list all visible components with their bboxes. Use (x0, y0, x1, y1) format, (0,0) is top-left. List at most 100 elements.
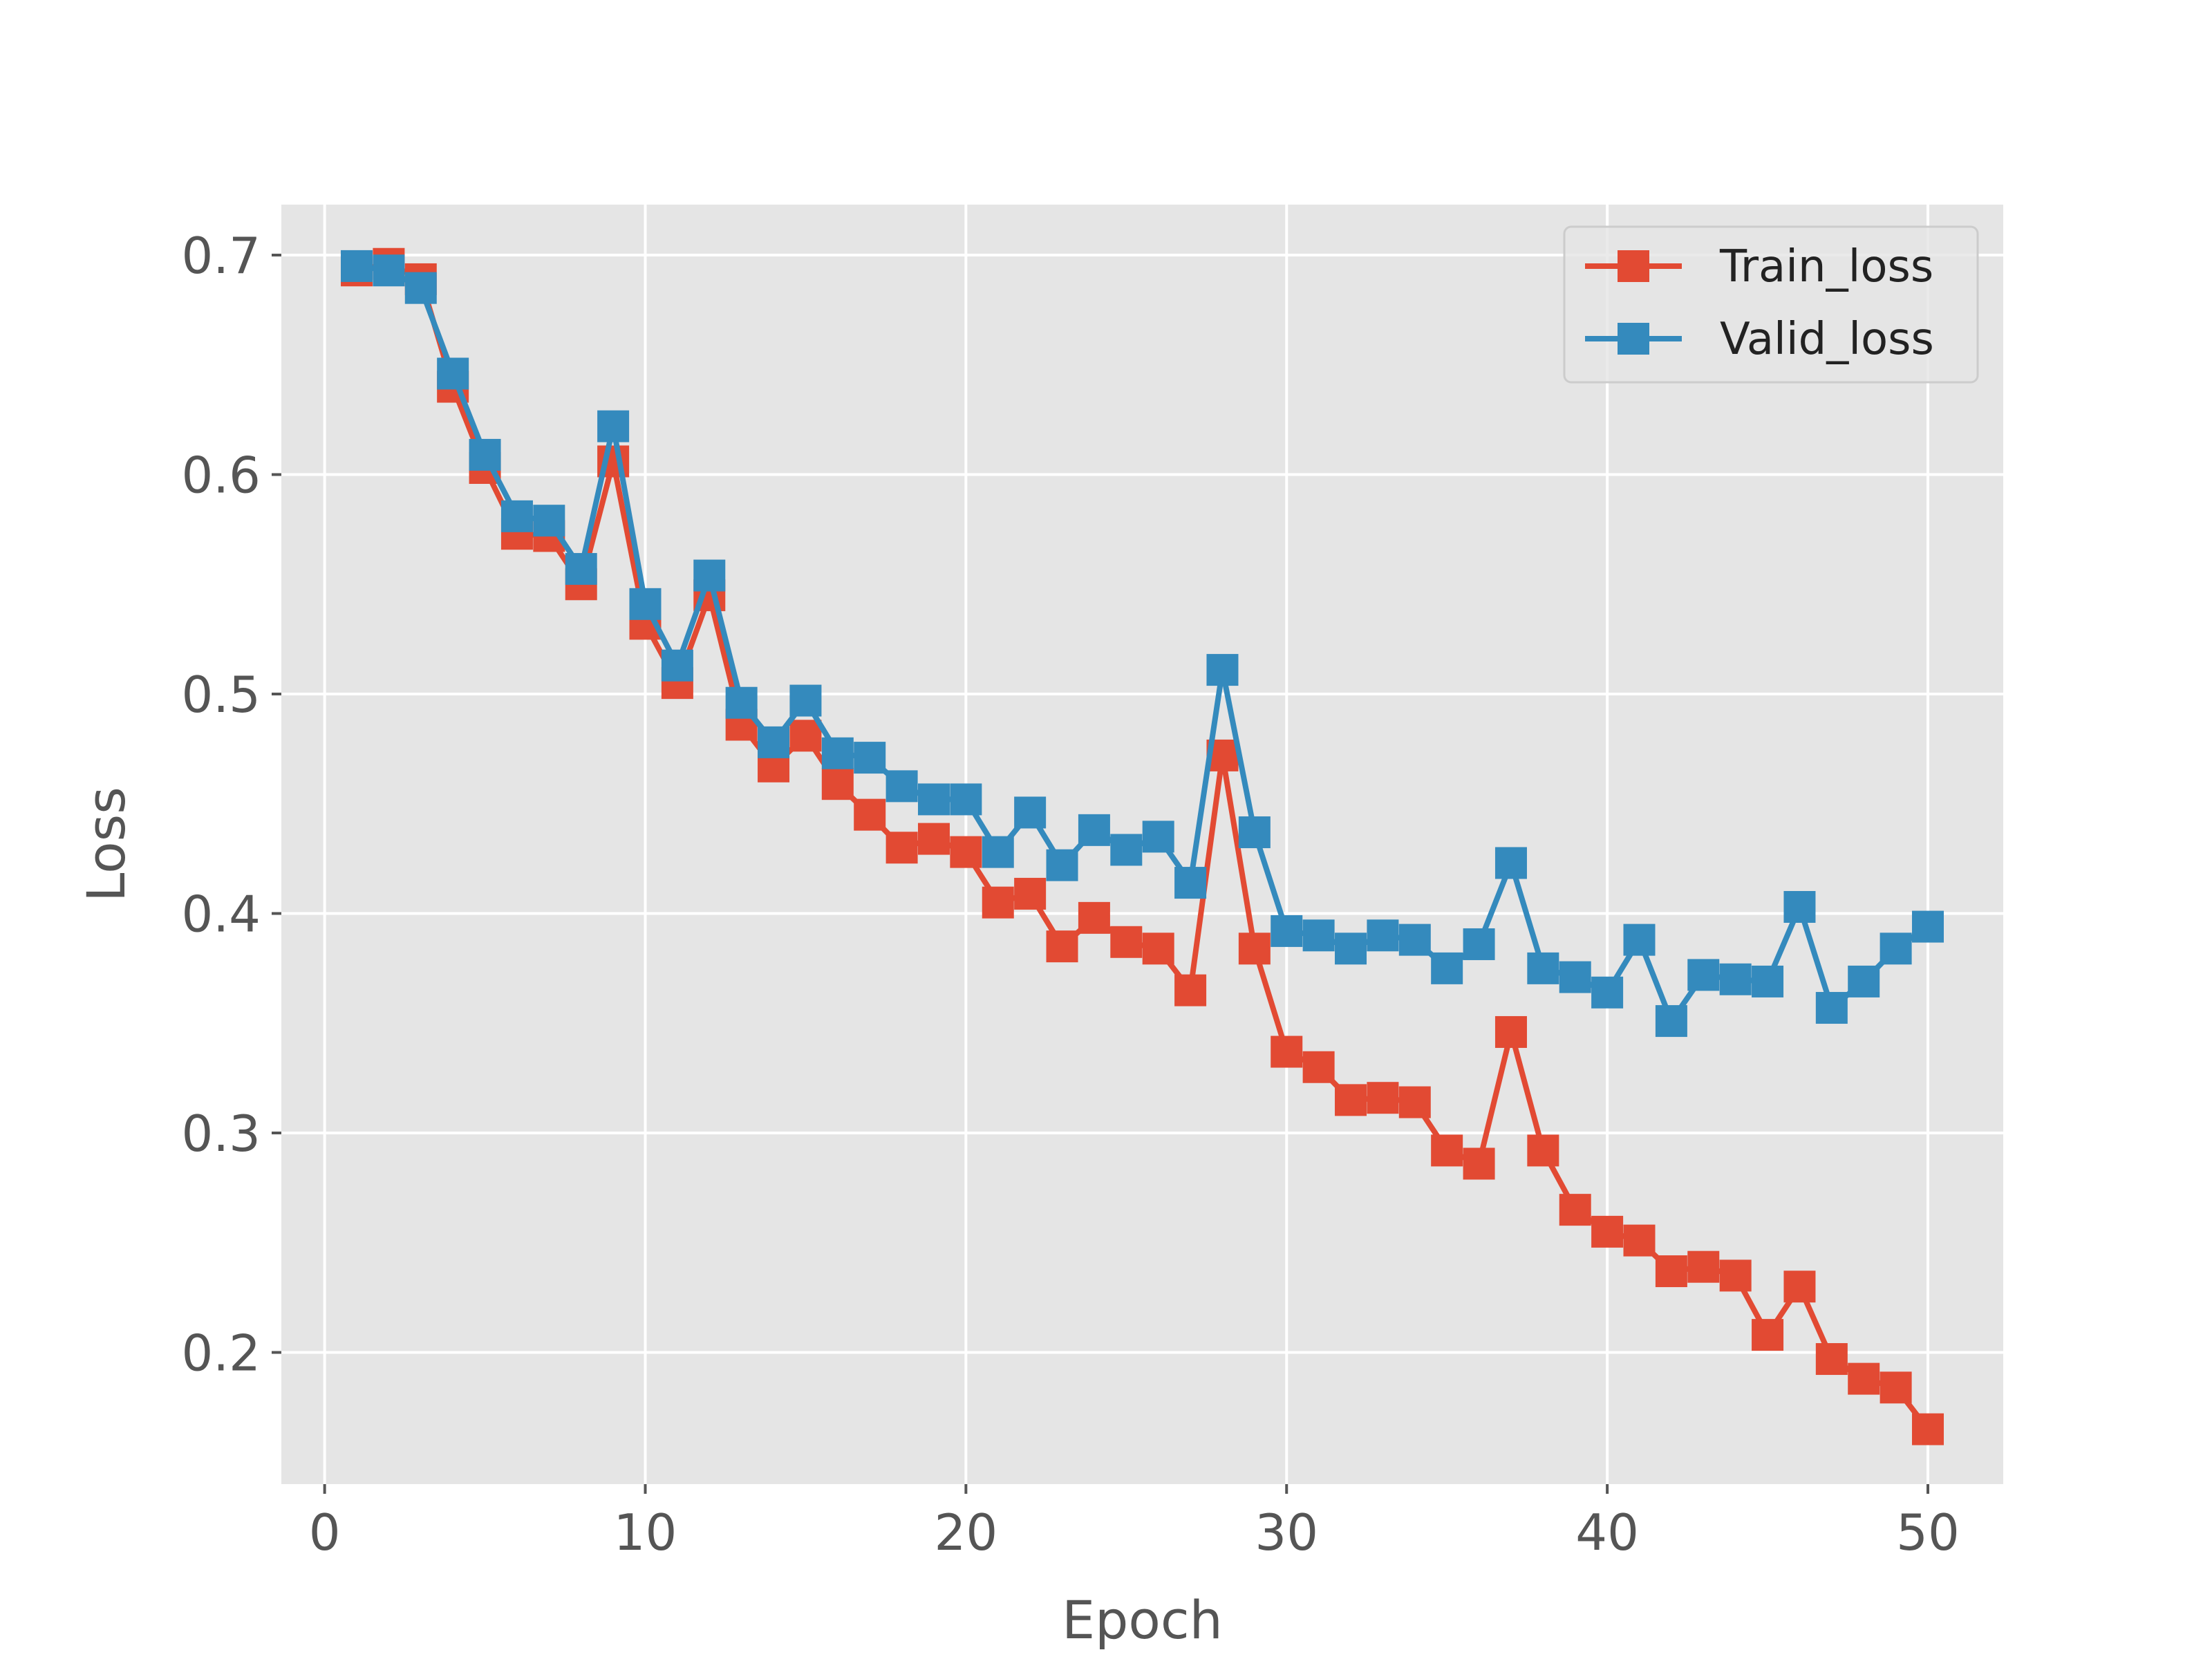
data-point (1271, 1035, 1303, 1068)
data-point (469, 438, 501, 471)
data-point (950, 836, 982, 868)
data-point (1815, 992, 1848, 1024)
data-point (1783, 890, 1816, 923)
x-tick-label: 50 (1896, 1503, 1960, 1562)
data-point (1302, 1051, 1335, 1083)
y-axis-ticks: 0.2 0.3 0.4 0.5 0.6 0.7 (181, 227, 281, 1382)
data-point (1206, 654, 1239, 686)
series-train-loss (341, 247, 1944, 1445)
x-tick-label: 10 (614, 1503, 677, 1562)
series-valid-loss (341, 250, 1944, 1038)
data-point (1078, 901, 1110, 934)
y-tick-label: 0.7 (181, 227, 261, 285)
y-tick-label: 0.4 (181, 885, 261, 944)
data-point (533, 505, 565, 537)
data-point (373, 254, 405, 287)
data-point (1335, 1084, 1367, 1116)
data-point (982, 836, 1014, 868)
data-point (1078, 814, 1110, 846)
legend-label: Train_loss (1719, 241, 1933, 292)
data-point (885, 770, 918, 803)
data-point (437, 357, 469, 390)
data-point (1527, 1134, 1559, 1167)
data-point (1302, 919, 1335, 952)
data-point (404, 272, 437, 304)
data-point (1431, 952, 1463, 984)
legend-marker (1618, 323, 1649, 355)
data-point (1591, 976, 1624, 1009)
data-point (821, 768, 854, 800)
data-point (1687, 959, 1720, 991)
data-point (917, 823, 950, 855)
x-tick-label: 0 (309, 1503, 341, 1562)
legend-marker (1618, 250, 1649, 282)
data-point (854, 798, 886, 831)
y-axis-label: Loss (75, 787, 137, 902)
data-point (629, 588, 662, 620)
data-point (1623, 924, 1656, 956)
data-point (1848, 1362, 1880, 1395)
data-point (1367, 1082, 1399, 1114)
data-point (693, 559, 726, 592)
data-point (1494, 847, 1527, 879)
data-point (1752, 965, 1784, 997)
data-point (1174, 867, 1207, 899)
data-point (1142, 821, 1174, 853)
data-point (1014, 796, 1047, 829)
data-point (1046, 849, 1078, 881)
data-point (725, 686, 758, 719)
data-point (1623, 1224, 1656, 1257)
data-point (1848, 965, 1880, 997)
data-point (1046, 930, 1078, 963)
data-point (917, 783, 950, 816)
data-point (1238, 932, 1271, 965)
x-tick-label: 30 (1255, 1503, 1318, 1562)
data-point (854, 742, 886, 774)
data-point (1911, 1413, 1944, 1445)
y-tick-label: 0.3 (181, 1105, 261, 1163)
data-point (1174, 974, 1207, 1006)
x-axis-ticks: 0 10 20 30 40 50 (309, 1484, 1960, 1562)
data-point (565, 553, 597, 585)
data-point (1110, 926, 1143, 958)
data-point (500, 500, 533, 532)
data-point (1463, 1147, 1495, 1180)
data-point (1014, 877, 1047, 910)
data-point (1783, 1271, 1816, 1303)
data-point (1719, 963, 1752, 995)
data-point (1911, 910, 1944, 943)
data-point (661, 649, 693, 682)
data-point (1335, 932, 1367, 965)
x-axis-label: Epoch (1062, 1589, 1223, 1651)
y-tick-label: 0.2 (181, 1324, 261, 1382)
data-point (1271, 915, 1303, 947)
data-point (1752, 1319, 1784, 1351)
data-point (1398, 1086, 1431, 1118)
data-point (1559, 961, 1591, 993)
data-point (789, 684, 822, 717)
legend: Train_loss Valid_loss (1563, 225, 1979, 384)
data-point (1719, 1259, 1752, 1292)
data-point (789, 720, 822, 752)
data-point (341, 250, 373, 282)
x-tick-label: 20 (935, 1503, 998, 1562)
data-point (885, 832, 918, 864)
data-point (1655, 1005, 1687, 1038)
data-point (1463, 928, 1495, 960)
data-point (1655, 1255, 1687, 1288)
data-point (597, 410, 630, 442)
data-point (1431, 1134, 1463, 1167)
data-point (1880, 1371, 1912, 1404)
data-point (1398, 924, 1431, 956)
legend-label: Valid_loss (1720, 314, 1934, 365)
data-point (1527, 952, 1559, 984)
data-point (821, 737, 854, 769)
x-tick-label: 40 (1575, 1503, 1639, 1562)
y-tick-label: 0.6 (181, 447, 261, 505)
data-point (1367, 919, 1399, 952)
data-point (1687, 1250, 1720, 1283)
data-point (950, 783, 982, 816)
legend-entry: Train_loss (1585, 241, 1933, 292)
legend-entry: Valid_loss (1585, 314, 1934, 365)
